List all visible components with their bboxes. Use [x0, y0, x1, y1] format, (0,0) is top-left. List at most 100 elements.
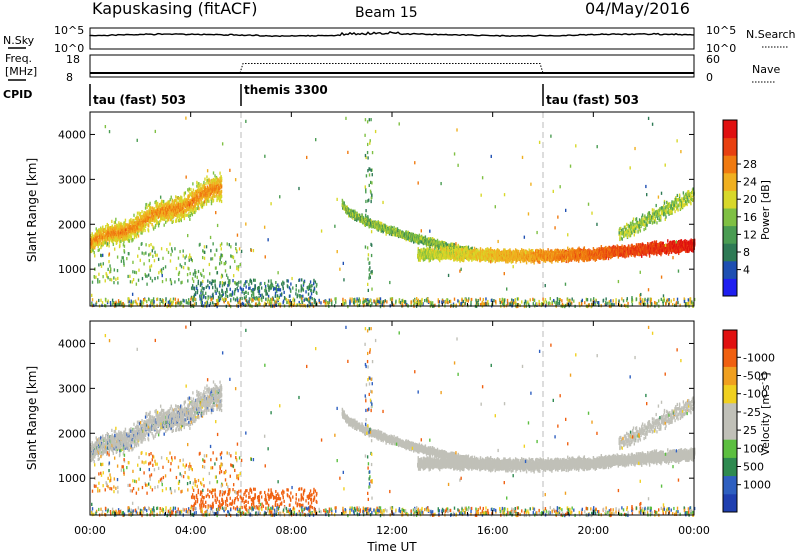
power-echo	[180, 213, 182, 217]
power-echo	[216, 289, 218, 293]
power-echo	[221, 289, 223, 294]
power-echo	[214, 283, 216, 287]
power-echo	[434, 247, 436, 251]
power-echo	[133, 230, 135, 234]
power-echo	[307, 287, 310, 291]
power-echo	[165, 278, 167, 282]
power-echo	[310, 295, 312, 299]
power-echo	[118, 227, 120, 231]
power-echo	[95, 227, 97, 231]
power-echo	[149, 208, 152, 212]
power-echo	[191, 191, 194, 195]
power-echo	[219, 197, 222, 202]
power-echo	[203, 245, 206, 249]
power-echo	[115, 277, 117, 281]
power-echo	[235, 242, 237, 246]
power-echo	[290, 289, 292, 293]
power-echo	[189, 198, 191, 202]
power-echo	[417, 241, 419, 245]
power-echo	[177, 256, 180, 260]
power-echo	[144, 228, 146, 233]
power-echo	[252, 288, 254, 292]
power-echo	[147, 203, 150, 207]
power-echo	[126, 228, 129, 232]
power-echo	[470, 248, 473, 252]
power-echo	[211, 196, 214, 200]
power-echo	[109, 237, 111, 241]
power-echo	[112, 236, 115, 240]
power-echo	[156, 221, 159, 225]
power-echo	[385, 229, 387, 233]
power-echo	[121, 225, 124, 229]
power-echo	[278, 285, 280, 289]
power-echo	[423, 247, 425, 251]
power-echo	[311, 296, 313, 301]
power-echo	[194, 203, 197, 207]
power-echo	[188, 267, 190, 271]
power-echo	[97, 278, 99, 282]
power-echo	[120, 239, 122, 244]
power-echo	[181, 280, 183, 284]
power-echo	[115, 234, 118, 238]
power-echo	[206, 175, 208, 179]
date-title: 04/May/2016	[585, 0, 690, 18]
power-echo	[214, 285, 217, 289]
nsky-trace	[89, 30, 694, 38]
power-echo	[422, 236, 424, 240]
power-echo	[300, 288, 303, 292]
power-echo	[149, 268, 151, 272]
power-echo	[161, 271, 163, 275]
power-echo	[276, 289, 278, 293]
power-echo	[313, 287, 316, 291]
power-echo	[143, 211, 146, 215]
power-echo	[477, 248, 479, 252]
power-echo	[134, 217, 137, 221]
power-echo	[232, 297, 235, 301]
power-echo	[96, 235, 98, 239]
power-echo	[214, 178, 217, 182]
power-echo	[131, 221, 134, 225]
power-echo	[271, 284, 273, 288]
power-echo	[161, 199, 164, 204]
power-echo	[218, 262, 221, 266]
power-echo	[219, 171, 221, 175]
power-echo	[188, 212, 190, 216]
power-echo	[113, 221, 116, 225]
power-echo	[475, 257, 477, 262]
power-echo	[195, 202, 198, 206]
power-echo	[418, 241, 420, 245]
power-echo	[107, 224, 110, 228]
power-echo	[108, 259, 110, 264]
power-echo	[145, 243, 147, 247]
power-echo	[386, 225, 388, 229]
power-echo	[258, 291, 260, 296]
power-echo	[191, 286, 193, 291]
power-echo	[93, 275, 96, 279]
power-echo	[274, 286, 276, 291]
power-echo	[239, 262, 241, 267]
power-echo	[302, 283, 305, 287]
power-echo	[188, 258, 190, 262]
power-echo	[137, 278, 140, 282]
power-echo	[128, 222, 131, 226]
power-echo	[257, 289, 260, 293]
power-echo	[365, 218, 367, 222]
power-echo	[179, 249, 181, 254]
power-echo	[101, 243, 103, 247]
power-echo	[229, 281, 231, 285]
power-echo	[210, 191, 213, 195]
power-echo	[154, 253, 157, 257]
power-echo	[424, 248, 426, 252]
power-echo	[205, 202, 208, 206]
power-echo	[142, 220, 145, 225]
power-echo	[148, 243, 150, 248]
power-echo	[449, 249, 451, 253]
power-echo	[151, 279, 154, 283]
power-echo	[473, 251, 475, 256]
power-echo	[446, 248, 449, 252]
power-echo	[215, 248, 218, 252]
power-echo	[194, 270, 196, 275]
power-echo	[173, 204, 175, 208]
power-echo	[160, 202, 163, 206]
